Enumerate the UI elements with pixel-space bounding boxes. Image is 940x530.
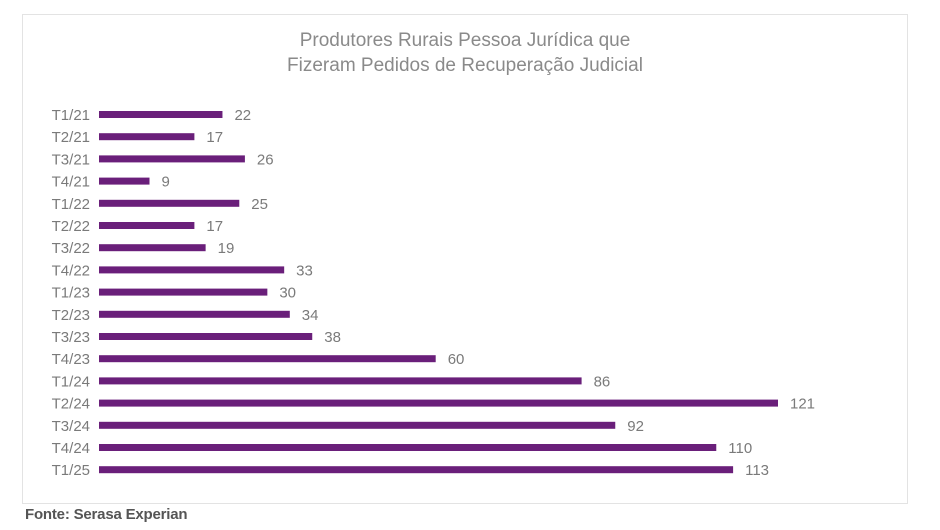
data-label: 19 [218,240,235,257]
data-label: 17 [206,129,223,146]
category-label: T1/23 [52,285,90,302]
category-label: T2/24 [52,396,90,413]
bar [99,266,285,274]
bar [99,333,313,340]
data-label: 113 [745,462,769,479]
bar [99,244,206,252]
data-label: 110 [728,440,752,457]
bar [99,222,195,229]
bar [99,444,717,451]
data-label: 121 [790,396,815,413]
data-label: 9 [162,174,170,191]
category-label: T3/22 [52,240,90,257]
data-label: 25 [251,196,268,213]
bar [99,377,582,385]
category-label: T3/23 [52,329,90,346]
category-label: T2/23 [52,307,90,324]
bar [99,399,778,407]
category-label: T3/24 [52,418,90,435]
data-label: 92 [627,418,644,435]
data-label: 33 [296,262,313,279]
data-label: 60 [448,351,465,368]
category-label: T1/24 [52,373,90,390]
bar [99,133,195,141]
data-label: 17 [206,218,223,235]
category-label: T1/21 [52,107,90,124]
data-label: 38 [324,329,341,346]
data-label: 22 [234,107,251,124]
data-label: 34 [302,307,319,324]
category-label: T3/21 [52,151,90,168]
bar [99,310,290,318]
data-label: 30 [279,285,296,302]
bar [99,288,268,296]
bar [99,355,436,363]
category-label: T2/21 [52,129,90,146]
chart-title-line-2: Fizeram Pedidos de Recuperação Judicial [287,55,643,76]
category-label: T4/24 [52,440,90,457]
bar [99,111,223,118]
category-label: T4/21 [52,174,90,191]
category-label: T1/25 [52,462,90,479]
data-label: 26 [257,151,274,168]
bar [99,155,245,163]
category-label: T2/22 [52,218,90,235]
chart-title-line-1: Produtores Rurais Pessoa Jurídica que [299,30,631,51]
bar [99,421,616,429]
bar [99,177,150,185]
category-label: T1/22 [52,196,90,213]
data-label: 86 [594,373,611,390]
category-label: T4/22 [52,262,90,279]
chart-title: Produtores Rurais Pessoa Jurídica que Fi… [22,28,908,78]
bar [99,466,734,474]
source-note: Fonte: Serasa Experian [25,506,188,523]
bar [99,199,240,207]
category-label: T4/23 [52,351,90,368]
